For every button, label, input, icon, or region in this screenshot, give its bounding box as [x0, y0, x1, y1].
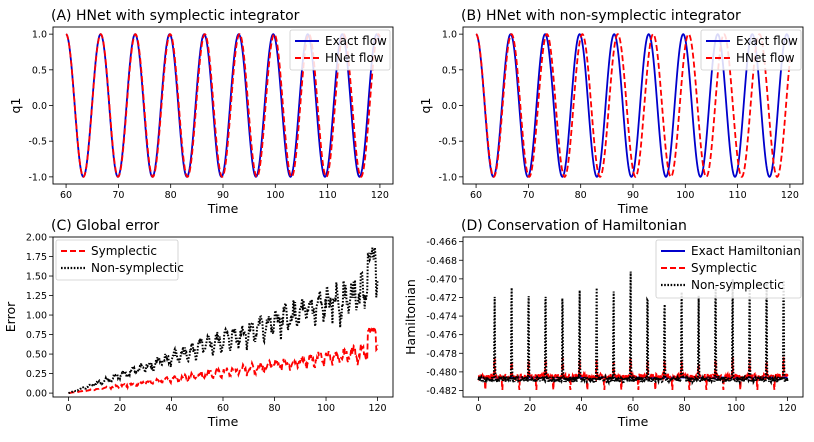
y-tick-label: 0.5: [442, 65, 457, 76]
series-line-hnet-flow: [475, 33, 791, 178]
legend-label: Symplectic: [91, 244, 157, 258]
panel-d: (D) Conservation of Hamiltonian 0 20 40 60 80…: [403, 218, 804, 429]
y-tick-label: 1.0: [32, 30, 47, 41]
legend-label: Exact flow: [325, 34, 387, 48]
y-tick-label: 0.0: [32, 101, 47, 112]
y-tick-label: 2.00: [26, 233, 47, 244]
y-tick-label: 1.25: [26, 291, 47, 302]
x-tick-label: 0: [475, 403, 481, 414]
y-tick-label: -1.0: [438, 172, 457, 183]
x-tick-label: 120: [368, 403, 386, 414]
y-tick-label: 1.75: [26, 252, 47, 263]
legend-label: Exact flow: [736, 34, 798, 48]
x-tick-label: 60: [60, 190, 72, 201]
x-tick-label: 80: [575, 190, 587, 201]
y-axis-label: q1: [8, 98, 23, 114]
y-tick-label: 1.00: [26, 311, 47, 322]
series-line-symplectic: [68, 327, 379, 394]
y-tick-label: -0.476: [426, 330, 457, 341]
series-line-symplectic: [477, 357, 789, 391]
x-axis-label: Time: [207, 201, 239, 216]
x-tick-label: 60: [627, 403, 639, 414]
y-tick-label: -0.5: [28, 137, 47, 148]
x-tick-label: 60: [470, 190, 482, 201]
series-line-non-symplectic: [68, 244, 379, 395]
y-tick-label: -0.474: [426, 312, 457, 323]
y-tick-label: -0.480: [426, 367, 457, 378]
y-tick-label: -0.482: [426, 386, 457, 397]
x-tick-label: 90: [627, 190, 639, 201]
legend-label: Non-symplectic: [691, 278, 784, 292]
x-tick-label: 80: [678, 403, 690, 414]
x-tick-label: 100: [317, 403, 335, 414]
x-tick-label: 70: [522, 190, 534, 201]
panel-title: (B) HNet with non-symplectic integrator: [461, 8, 741, 24]
y-tick-label: -0.466: [426, 237, 457, 248]
legend-label: Symplectic: [691, 261, 757, 275]
x-tick-label: 100: [676, 190, 694, 201]
x-tick-label: 80: [165, 190, 177, 201]
x-tick-label: 40: [575, 403, 587, 414]
y-tick-label: -0.472: [426, 293, 457, 304]
y-axis-label: Hamiltonian: [403, 279, 418, 355]
x-tick-label: 60: [217, 403, 229, 414]
y-tick-label: 0.0: [442, 101, 457, 112]
x-tick-label: 100: [266, 190, 284, 201]
y-tick-label: 0.50: [26, 350, 47, 361]
x-tick-label: 100: [727, 403, 745, 414]
y-tick-label: -0.468: [426, 256, 457, 267]
x-tick-label: 70: [112, 190, 124, 201]
x-axis-label: Time: [617, 414, 649, 429]
series-line-hnet-flow: [65, 33, 381, 178]
series-line-non-symplectic: [477, 271, 789, 387]
panel-b: (B) HNet with non-symplectic integrator 6…: [418, 8, 804, 216]
legend-label: Non-symplectic: [91, 261, 184, 275]
y-tick-label: 0.00: [26, 389, 47, 400]
x-tick-label: 120: [781, 190, 799, 201]
legend-label: HNet flow: [736, 51, 795, 65]
y-tick-label: 1.0: [442, 30, 457, 41]
panel-c: (C) Global error 0 20 40 60 80 100 120 0.00 0.25 0…: [3, 218, 394, 429]
x-axis-label: Time: [617, 201, 649, 216]
x-tick-label: 0: [65, 403, 71, 414]
legend-box: [55, 239, 179, 281]
y-axis-label: q1: [418, 98, 433, 114]
x-tick-label: 40: [165, 403, 177, 414]
panel-title: (A) HNet with symplectic integrator: [51, 8, 300, 24]
x-tick-label: 90: [217, 190, 229, 201]
x-tick-label: 120: [778, 403, 796, 414]
y-axis-label: Error: [3, 301, 18, 332]
x-tick-label: 20: [114, 403, 126, 414]
legend-box: [655, 239, 802, 299]
y-tick-label: 0.5: [32, 65, 47, 76]
panel-title: (D) Conservation of Hamiltonian: [461, 218, 687, 234]
panel-a: (A) HNet with symplectic integrator 60 70 8…: [8, 8, 394, 216]
legend-label: HNet flow: [325, 51, 384, 65]
x-tick-label: 110: [729, 190, 747, 201]
y-tick-label: 1.50: [26, 272, 47, 283]
panel-title: (C) Global error: [51, 218, 159, 234]
y-tick-label: -0.5: [438, 137, 457, 148]
y-tick-label: -1.0: [28, 172, 47, 183]
y-tick-label: -0.478: [426, 349, 457, 360]
y-tick-label: 0.25: [26, 369, 47, 380]
y-tick-label: 0.75: [26, 330, 47, 341]
x-axis-label: Time: [207, 414, 239, 429]
y-tick-label: -0.470: [426, 274, 457, 285]
x-tick-label: 80: [268, 403, 280, 414]
x-tick-label: 110: [319, 190, 337, 201]
x-tick-label: 20: [524, 403, 536, 414]
legend-label: Exact Hamiltonian: [691, 244, 801, 258]
x-tick-label: 120: [371, 190, 389, 201]
